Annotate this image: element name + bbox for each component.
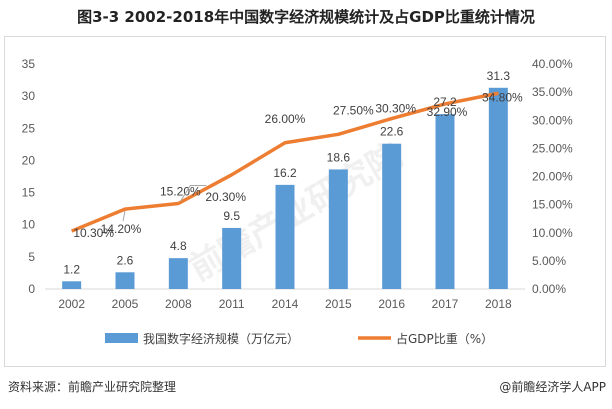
line-value-label: 20.30% (205, 190, 246, 204)
y-right-tick-label: 30.00% (532, 113, 573, 127)
bar-value-label: 4.8 (170, 239, 187, 253)
chart-svg: 0 5 10 15 20 25 30 35 0.00% 5.00% 10.00% 15.00% 20.0… (22, 57, 573, 346)
bar (168, 258, 188, 289)
bar (115, 272, 135, 289)
line-value-label: 27.50% (333, 103, 374, 117)
line-value-label: 30.30% (375, 102, 416, 116)
y-right-tick-label: 15.00% (532, 198, 573, 212)
y-right-tick-label: 35.00% (532, 85, 573, 99)
y-left-tick-label: 25 (22, 121, 36, 135)
bar (382, 143, 402, 289)
legend-label-line: 占GDP比重（%） (396, 331, 493, 346)
line-value-label: 10.30% (73, 226, 114, 240)
bar (62, 281, 82, 289)
line-value-label: 32.90% (427, 105, 468, 119)
x-tick-label: 2011 (219, 297, 245, 311)
bar (328, 169, 348, 289)
credit-note: @前瞻经济学人APP (499, 380, 606, 394)
bar (275, 184, 295, 289)
y-left-tick-label: 35 (22, 57, 36, 71)
y-right-tick-label: 0.00% (532, 282, 566, 296)
line-value-label: 14.20% (101, 222, 142, 236)
bar (222, 227, 242, 289)
x-tick-label: 2014 (272, 297, 299, 311)
x-tick-label: 2015 (325, 297, 352, 311)
bar-value-label: 2.6 (117, 253, 134, 267)
gdp-share-line (71, 91, 499, 233)
source-note: 资料来源：前瞻产业研究院整理 (8, 380, 177, 394)
chart-frame (4, 36, 606, 367)
y-right-tick-label: 5.00% (532, 254, 566, 268)
bar-value-label: 9.5 (223, 209, 240, 223)
bar (435, 114, 455, 290)
line-value-label: 15.20% (160, 185, 201, 199)
y-right-tick-label: 20.00% (532, 170, 573, 184)
legend-label-bar: 我国数字经济规模（万亿元） (143, 331, 299, 346)
y-right-tick-label: 40.00% (532, 57, 573, 71)
x-tick-label: 2016 (378, 297, 405, 311)
y-left-tick-label: 5 (28, 250, 35, 264)
y-left-tick-label: 10 (22, 218, 36, 232)
bar-value-label: 27.2 (433, 95, 457, 109)
x-tick-label: 2002 (58, 297, 85, 311)
legend-swatch-bar (105, 333, 138, 343)
bar-value-label: 16.2 (273, 166, 297, 180)
y-left-tick-label: 30 (22, 89, 36, 103)
y-right-tick-label: 10.00% (532, 226, 573, 240)
line-value-label: 34.80% (482, 90, 523, 104)
bar-value-label: 31.3 (487, 69, 511, 83)
bar-value-label: 22.6 (380, 125, 404, 139)
y-right-tick-label: 25.00% (532, 141, 573, 155)
chart-title: 图3-3 2002-2018年中国数字经济规模统计及占GDP比重统计情况 (77, 8, 535, 26)
bar-value-label: 1.2 (63, 262, 80, 276)
line-value-label: 26.00% (265, 112, 306, 126)
leader-line (122, 211, 126, 222)
y-left-tick-label: 20 (22, 153, 36, 167)
y-left-tick-label: 15 (22, 186, 36, 200)
leader-line (179, 185, 207, 202)
bar (488, 87, 508, 290)
x-tick-label: 2017 (432, 297, 459, 311)
bar-value-label: 18.6 (327, 150, 351, 164)
y-left-tick-label: 0 (28, 282, 35, 296)
x-tick-label: 2008 (165, 297, 192, 311)
x-tick-label: 2005 (112, 297, 139, 311)
x-tick-label: 2018 (485, 297, 512, 311)
